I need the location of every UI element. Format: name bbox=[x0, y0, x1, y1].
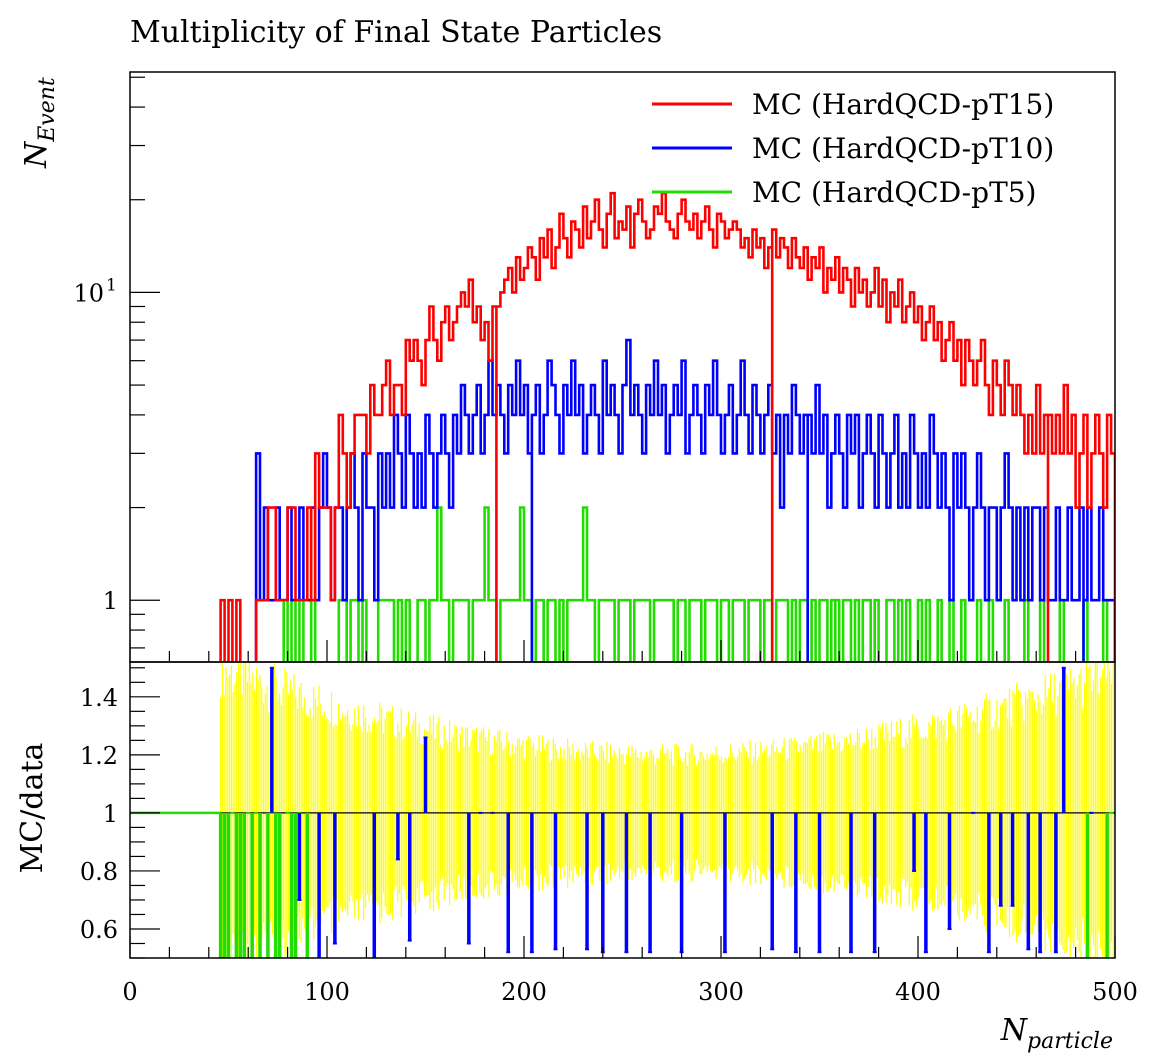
x-axis-title: Nparticle bbox=[1000, 1013, 1113, 1054]
y-tick-label: 1 bbox=[103, 587, 118, 615]
legend-label: MC (HardQCD-pT5) bbox=[752, 176, 1036, 209]
histogram-series-0 bbox=[219, 191, 1115, 662]
ratio-series-layer bbox=[130, 666, 1114, 958]
x-tick-label: 500 bbox=[1092, 978, 1138, 1006]
x-tick-label: 300 bbox=[698, 978, 744, 1006]
x-tick-label: 0 bbox=[122, 978, 137, 1006]
histogram-layer bbox=[219, 191, 1115, 662]
ratio-y-tick-label: 1.2 bbox=[80, 742, 118, 770]
x-tick-label: 200 bbox=[501, 978, 547, 1006]
histogram-series-1 bbox=[254, 338, 1115, 662]
legend-label: MC (HardQCD-pT15) bbox=[752, 88, 1054, 121]
x-tick-label: 100 bbox=[304, 978, 350, 1006]
x-axis-title-sub: particle bbox=[1027, 1029, 1113, 1054]
ratio-plot-frame bbox=[129, 661, 1116, 959]
axis-ticks bbox=[129, 76, 1116, 959]
x-axis-title-main: N bbox=[1000, 1013, 1029, 1048]
ratio-y-tick-label: 0.6 bbox=[80, 916, 118, 944]
y-tick-label: 10 bbox=[73, 279, 104, 307]
ratio-y-tick-label: 1 bbox=[103, 800, 118, 828]
histogram-series-2 bbox=[282, 506, 1109, 662]
y-axis-title-sub: Event bbox=[35, 77, 60, 143]
ratio-y-tick-label: 0.8 bbox=[80, 858, 118, 886]
x-tick-label: 400 bbox=[895, 978, 941, 1006]
chart-title: Multiplicity of Final State Particles bbox=[130, 15, 662, 50]
ratio-uncertainty-band bbox=[130, 662, 1115, 958]
legend-label: MC (HardQCD-pT10) bbox=[752, 132, 1054, 165]
y-axis-title-main: N bbox=[19, 140, 54, 169]
legend: MC (HardQCD-pT15) MC (HardQCD-pT10) MC (Ha… bbox=[652, 88, 1054, 209]
ratio-y-tick-label: 1.4 bbox=[80, 684, 118, 712]
y-axis-title: NEvent bbox=[19, 77, 60, 169]
ratio-y-axis-title: MC/data bbox=[15, 742, 50, 873]
y-tick-label-exponent: 1 bbox=[106, 275, 117, 295]
